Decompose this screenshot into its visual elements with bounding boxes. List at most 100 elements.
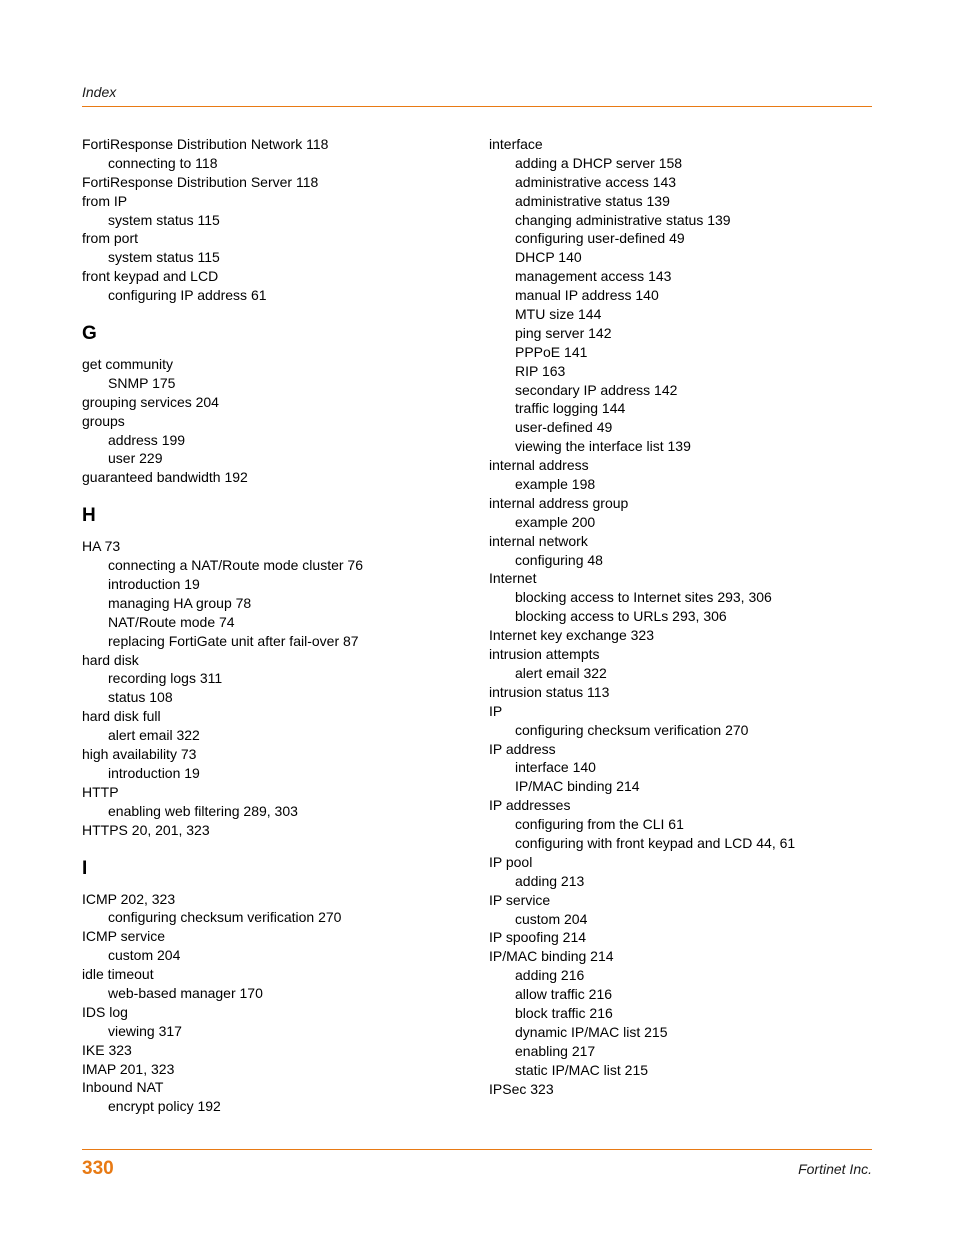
index-sub-entry: adding 216	[489, 966, 872, 985]
index-sub-entry: custom 204	[489, 910, 872, 929]
page-footer: 330 Fortinet Inc.	[82, 1149, 872, 1180]
index-sub-entry: custom 204	[82, 946, 457, 965]
index-sub-entry: SNMP 175	[82, 374, 457, 393]
index-entry: Internet key exchange 323	[489, 626, 872, 645]
index-entry: FortiResponse Distribution Server 118	[82, 173, 457, 192]
index-column-right: interfaceadding a DHCP server 158adminis…	[477, 135, 872, 1116]
index-entry: get community	[82, 355, 457, 374]
index-sub-entry: PPPoE 141	[489, 343, 872, 362]
index-entry: IDS log	[82, 1003, 457, 1022]
index-sub-entry: enabling 217	[489, 1042, 872, 1061]
index-sub-entry: managing HA group 78	[82, 594, 457, 613]
index-entry: high availability 73	[82, 745, 457, 764]
index-entry: hard disk	[82, 651, 457, 670]
index-sub-entry: system status 115	[82, 248, 457, 267]
index-entry: IP service	[489, 891, 872, 910]
index-sub-entry: management access 143	[489, 267, 872, 286]
index-columns: FortiResponse Distribution Network 118co…	[82, 135, 872, 1116]
index-sub-entry: enabling web filtering 289, 303	[82, 802, 457, 821]
index-sub-entry: viewing 317	[82, 1022, 457, 1041]
index-sub-entry: adding 213	[489, 872, 872, 891]
index-entry: front keypad and LCD	[82, 267, 457, 286]
index-sub-entry: introduction 19	[82, 764, 457, 783]
index-column-left: FortiResponse Distribution Network 118co…	[82, 135, 477, 1116]
index-sub-entry: dynamic IP/MAC list 215	[489, 1023, 872, 1042]
index-sub-entry: ping server 142	[489, 324, 872, 343]
index-entry: intrusion status 113	[489, 683, 872, 702]
index-sub-entry: web-based manager 170	[82, 984, 457, 1003]
index-letter-heading: H	[82, 505, 457, 527]
index-sub-entry: example 200	[489, 513, 872, 532]
index-sub-entry: connecting to 118	[82, 154, 457, 173]
index-entry: from IP	[82, 192, 457, 211]
index-sub-entry: configuring user-defined 49	[489, 229, 872, 248]
index-sub-entry: blocking access to Internet sites 293, 3…	[489, 588, 872, 607]
index-sub-entry: user 229	[82, 449, 457, 468]
index-entry: IP pool	[489, 853, 872, 872]
index-sub-entry: MTU size 144	[489, 305, 872, 324]
page-header: Index	[82, 84, 872, 107]
index-entry: hard disk full	[82, 707, 457, 726]
index-sub-entry: example 198	[489, 475, 872, 494]
index-entry: guaranteed bandwidth 192	[82, 468, 457, 487]
index-sub-entry: configuring with front keypad and LCD 44…	[489, 834, 872, 853]
index-entry: IKE 323	[82, 1041, 457, 1060]
index-entry: from port	[82, 229, 457, 248]
index-sub-entry: IP/MAC binding 214	[489, 777, 872, 796]
company-name: Fortinet Inc.	[798, 1161, 872, 1177]
index-entry: idle timeout	[82, 965, 457, 984]
index-sub-entry: configuring 48	[489, 551, 872, 570]
index-entry: HA 73	[82, 537, 457, 556]
index-sub-entry: configuring checksum verification 270	[82, 908, 457, 927]
index-sub-entry: administrative access 143	[489, 173, 872, 192]
index-entry: ICMP service	[82, 927, 457, 946]
index-sub-entry: allow traffic 216	[489, 985, 872, 1004]
index-sub-entry: status 108	[82, 688, 457, 707]
index-entry: HTTP	[82, 783, 457, 802]
index-sub-entry: block traffic 216	[489, 1004, 872, 1023]
index-sub-entry: replacing FortiGate unit after fail-over…	[82, 632, 457, 651]
index-entry: FortiResponse Distribution Network 118	[82, 135, 457, 154]
index-sub-entry: interface 140	[489, 758, 872, 777]
index-entry: HTTPS 20, 201, 323	[82, 821, 457, 840]
index-sub-entry: configuring from the CLI 61	[489, 815, 872, 834]
index-sub-entry: NAT/Route mode 74	[82, 613, 457, 632]
index-entry: internal address group	[489, 494, 872, 513]
index-letter-heading: I	[82, 858, 457, 880]
index-entry: internal network	[489, 532, 872, 551]
header-label: Index	[82, 84, 116, 100]
index-sub-entry: user-defined 49	[489, 418, 872, 437]
index-sub-entry: configuring IP address 61	[82, 286, 457, 305]
index-sub-entry: alert email 322	[489, 664, 872, 683]
index-sub-entry: RIP 163	[489, 362, 872, 381]
index-entry: internal address	[489, 456, 872, 475]
index-sub-entry: administrative status 139	[489, 192, 872, 211]
index-entry: IPSec 323	[489, 1080, 872, 1099]
index-entry: IP	[489, 702, 872, 721]
index-entry: intrusion attempts	[489, 645, 872, 664]
index-sub-entry: connecting a NAT/Route mode cluster 76	[82, 556, 457, 575]
index-sub-entry: adding a DHCP server 158	[489, 154, 872, 173]
index-sub-entry: manual IP address 140	[489, 286, 872, 305]
index-entry: grouping services 204	[82, 393, 457, 412]
index-sub-entry: address 199	[82, 431, 457, 450]
index-sub-entry: configuring checksum verification 270	[489, 721, 872, 740]
index-sub-entry: encrypt policy 192	[82, 1097, 457, 1116]
index-entry: groups	[82, 412, 457, 431]
index-sub-entry: static IP/MAC list 215	[489, 1061, 872, 1080]
index-entry: Internet	[489, 569, 872, 588]
index-sub-entry: DHCP 140	[489, 248, 872, 267]
page-number: 330	[82, 1158, 114, 1180]
index-letter-heading: G	[82, 323, 457, 345]
document-page: Index FortiResponse Distribution Network…	[0, 0, 954, 1235]
index-sub-entry: viewing the interface list 139	[489, 437, 872, 456]
index-entry: Inbound NAT	[82, 1078, 457, 1097]
index-sub-entry: changing administrative status 139	[489, 211, 872, 230]
index-sub-entry: secondary IP address 142	[489, 381, 872, 400]
index-sub-entry: traffic logging 144	[489, 399, 872, 418]
index-entry: IMAP 201, 323	[82, 1060, 457, 1079]
index-sub-entry: recording logs 311	[82, 669, 457, 688]
index-entry: interface	[489, 135, 872, 154]
index-entry: ICMP 202, 323	[82, 890, 457, 909]
index-sub-entry: alert email 322	[82, 726, 457, 745]
